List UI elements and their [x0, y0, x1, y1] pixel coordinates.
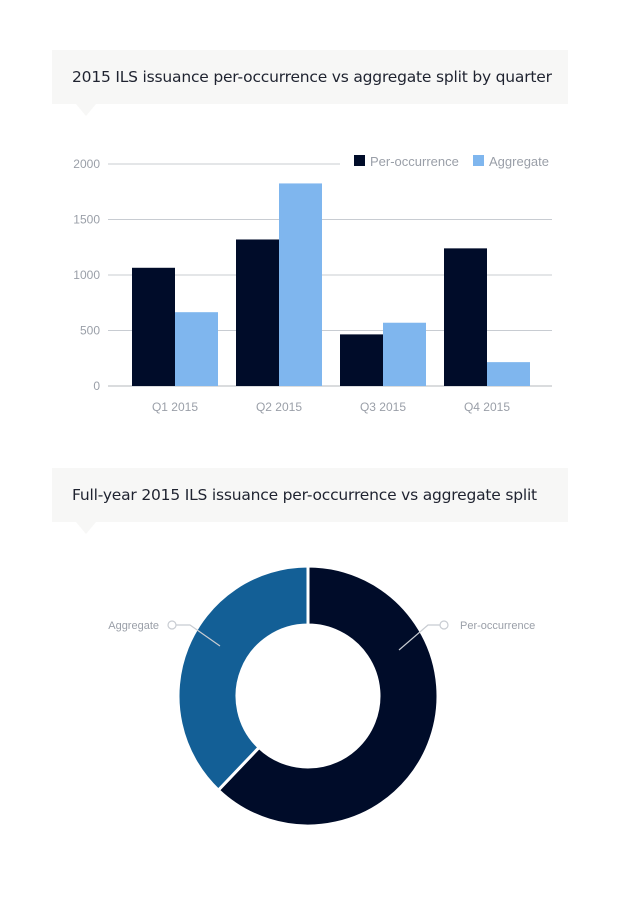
- x-axis-ticks: Q1 2015 Q2 2015 Q3 2015 Q4 2015: [152, 400, 510, 414]
- y-axis-ticks: 0 500 1000 1500 2000: [73, 157, 100, 393]
- legend-swatch-aggregate: [473, 155, 484, 166]
- bar-per-occurrence: [132, 267, 175, 386]
- y-tick-label: 1000: [73, 268, 100, 282]
- legend-label-per-occurrence: Per-occurrence: [370, 154, 459, 169]
- bar-aggregate: [383, 322, 426, 386]
- bar-aggregate: [487, 362, 530, 386]
- bar-legend: Per-occurrence Aggregate: [354, 154, 549, 169]
- y-tick-label: 2000: [73, 157, 100, 171]
- x-tick-label: Q2 2015: [256, 400, 302, 414]
- bar-chart-title: 2015 ILS issuance per-occurrence vs aggr…: [52, 50, 568, 116]
- x-tick-label: Q3 2015: [360, 400, 406, 414]
- bar-chart: 0 500 1000 1500 2000 Q1 2015 Q2 2015 Q3 2015 Q4…: [73, 154, 552, 414]
- donut-chart-title: Full-year 2015 ILS issuance per-occurren…: [52, 468, 568, 534]
- legend-swatch-per-occurrence: [354, 155, 365, 166]
- donut-label-aggregate: Aggregate: [108, 620, 159, 632]
- x-tick-label: Q4 2015: [464, 400, 510, 414]
- bar-aggregate: [279, 183, 322, 386]
- legend-label-aggregate: Aggregate: [489, 154, 549, 169]
- callout-aggregate: Aggregate: [108, 620, 221, 647]
- donut-label-per-occurrence: Per-occurrence: [460, 620, 535, 632]
- bars: [132, 183, 530, 386]
- donut-slice-per-occurrence: [216, 564, 440, 828]
- donut-chart: Per-occurrence Aggregate: [108, 564, 535, 828]
- y-tick-label: 0: [93, 379, 100, 393]
- x-tick-label: Q1 2015: [152, 400, 198, 414]
- y-tick-label: 500: [80, 324, 100, 338]
- donut-slice-aggregate: [176, 564, 310, 793]
- bar-aggregate: [175, 312, 218, 386]
- y-tick-label: 1500: [73, 213, 100, 227]
- bar-per-occurrence: [340, 334, 383, 386]
- bar-per-occurrence: [236, 239, 279, 386]
- bar-per-occurrence: [444, 248, 487, 386]
- callout-per-occurrence: Per-occurrence: [398, 620, 535, 651]
